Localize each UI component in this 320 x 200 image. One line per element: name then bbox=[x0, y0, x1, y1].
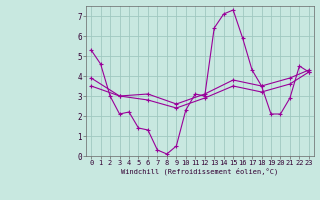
X-axis label: Windchill (Refroidissement éolien,°C): Windchill (Refroidissement éolien,°C) bbox=[121, 168, 279, 175]
